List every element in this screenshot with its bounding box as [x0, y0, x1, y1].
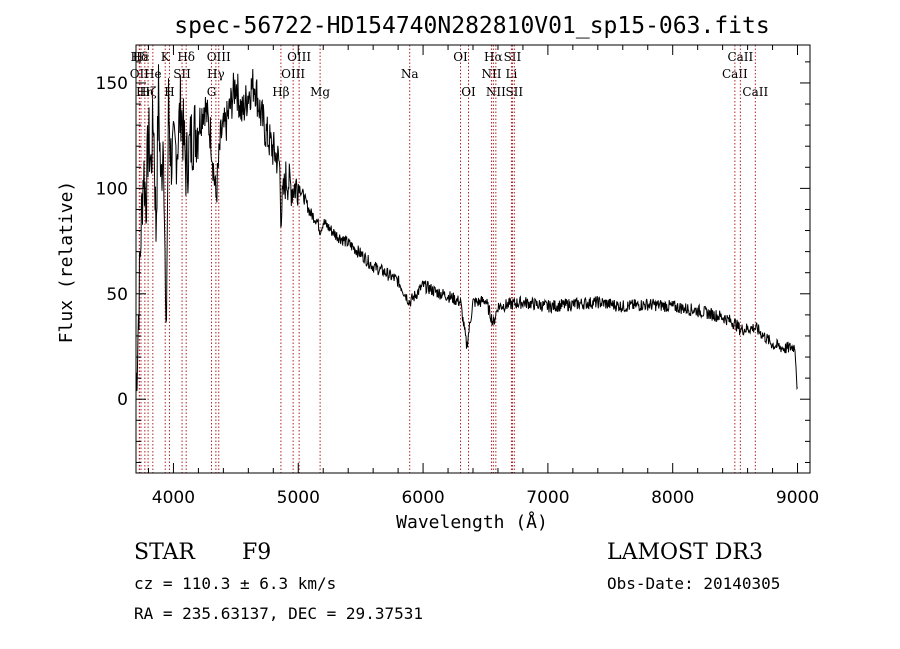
x-tick-label: 9000 [776, 488, 819, 508]
y-tick-label: 100 [96, 179, 128, 199]
spectral-line-label: He [144, 67, 162, 81]
observation-date: Obs-Date: 20140305 [607, 574, 781, 593]
x-tick-label: 5000 [277, 488, 320, 508]
spectral-line-label: SII [173, 67, 191, 81]
spectral-line-label: OIII [287, 50, 311, 64]
spectral-line-label: SII [505, 85, 523, 99]
chart-title: spec-56722-HD154740N282810V01_sp15-063.f… [174, 13, 769, 39]
spectral-line-label: CaII [742, 85, 768, 99]
spectral-line-label: Mg [310, 85, 330, 99]
x-axis-label: Wavelength (Å) [396, 511, 548, 533]
spectral-line-label: CaII [727, 50, 753, 64]
x-tick-label: 6000 [401, 488, 444, 508]
spectral-line-label: K [161, 50, 171, 64]
y-tick-label: 150 [96, 74, 128, 94]
spectral-line-label: NII [486, 85, 506, 99]
y-axis-ticks: 0 50 100 150 [96, 61, 810, 463]
x-tick-label: 8000 [651, 488, 694, 508]
object-subclass: F9 [242, 540, 272, 565]
coordinates: RA = 235.63137, DEC = 29.37531 [134, 604, 423, 623]
spectral-line-label: CaII [722, 67, 748, 81]
x-tick-label: 4000 [152, 488, 195, 508]
x-axis-ticks: 4000 5000 6000 7000 8000 9000 [147, 45, 819, 508]
spectral-line-label: OIII [281, 67, 305, 81]
spectral-line-label: OIII [207, 50, 231, 64]
y-axis-label: Flux (relative) [56, 181, 77, 344]
survey-name: LAMOST DR3 [607, 540, 763, 565]
redshift-cz: cz = 110.3 ± 6.3 km/s [134, 574, 337, 593]
spectral-line-label: Na [401, 67, 419, 81]
spectral-line-label: Hβ [272, 85, 289, 99]
spectral-line-label: Hη [136, 85, 154, 99]
x-tick-label: 7000 [526, 488, 569, 508]
spectral-line-label: NII [481, 67, 501, 81]
spectral-line-label: Hδ [177, 50, 195, 64]
spectral-line-label: Hγ [207, 67, 225, 81]
spectral-line-label: Hζ [140, 85, 157, 99]
spectral-line-markers: HδOIIHεHηHζHeKHSIIHδGHγOIIIHβOIIIOIIIMgN… [130, 45, 768, 473]
spectral-line-label: OI [453, 50, 468, 64]
spectral-line-label: Hα [484, 50, 503, 64]
spectrum-line [135, 64, 798, 394]
spectral-line-label: SII [504, 50, 522, 64]
spectral-line-label: G [207, 85, 217, 99]
spectral-line-label: OI [461, 85, 476, 99]
spectral-line-label: Li [506, 67, 518, 81]
object-class: STAR [134, 540, 195, 565]
y-tick-label: 0 [117, 390, 128, 410]
spectral-line-label: H [164, 85, 174, 99]
y-tick-label: 50 [106, 285, 128, 305]
